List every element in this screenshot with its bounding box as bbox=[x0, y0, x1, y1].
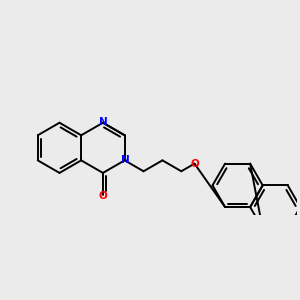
Text: O: O bbox=[99, 191, 107, 201]
Text: N: N bbox=[99, 117, 107, 127]
Text: N: N bbox=[122, 155, 130, 165]
Text: O: O bbox=[190, 159, 199, 169]
